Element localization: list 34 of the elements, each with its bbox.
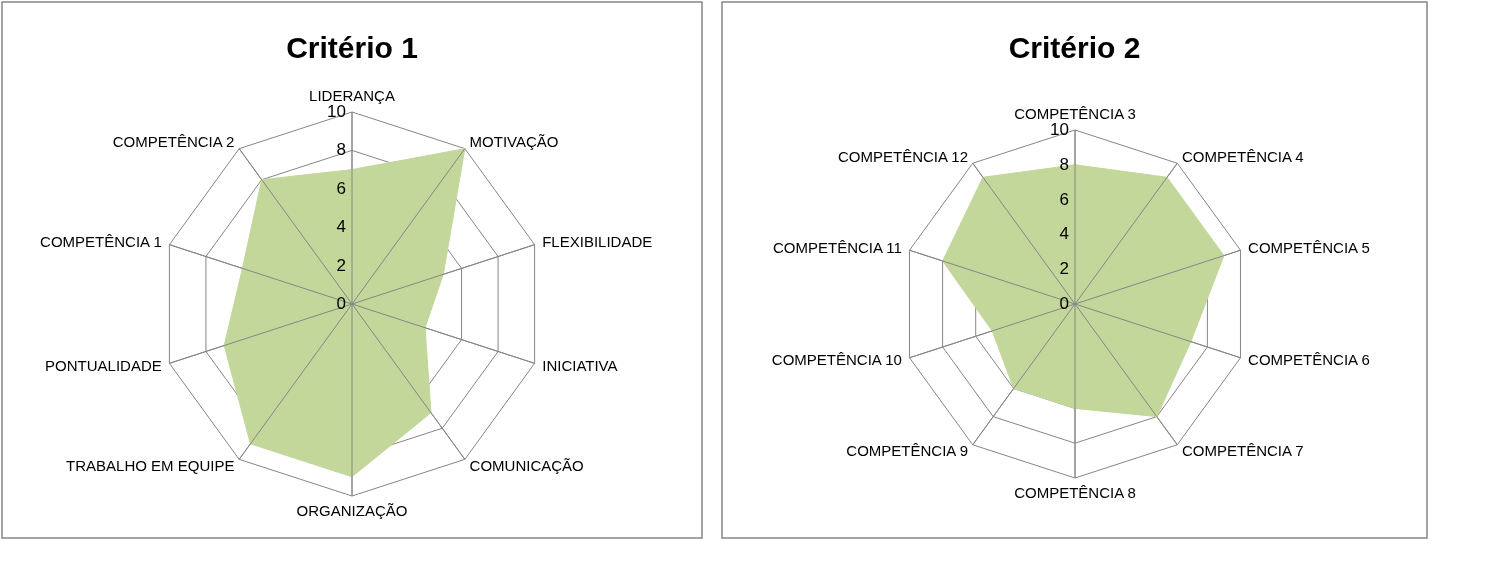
spoke-label: COMPETÊNCIA 9 [846,442,969,460]
spoke-label: MOTIVAÇÃO [469,133,559,151]
y-tick-label: 6 [1059,189,1069,209]
y-tick-label: 0 [336,294,346,313]
spoke-label: ORGANIZAÇÃO [296,502,408,519]
spoke-label: COMPETÊNCIA 1 [40,233,162,251]
y-tick-label: 10 [1050,120,1069,139]
spoke-label: COMPETÊNCIA 6 [1248,351,1370,369]
y-tick-label: 4 [336,217,346,237]
chart-title: Critério 1 [286,31,418,64]
y-tick-label: 2 [1059,259,1069,279]
spoke-label: COMPETÊNCIA 7 [1181,442,1304,460]
spoke-label: COMPETÊNCIA 3 [1014,105,1136,122]
y-tick-label: 2 [336,255,346,275]
spoke-label: COMPETÊNCIA 8 [1014,484,1136,501]
spoke-label: COMPETÊNCIA 4 [1181,147,1304,165]
chart-title: Critério 2 [1008,31,1141,64]
spoke-label: COMPETÊNCIA 10 [771,351,902,369]
y-tick-label: 8 [336,140,346,160]
y-tick-label: 6 [336,178,346,198]
spoke-label: PONTUALIDADE [45,356,162,374]
y-tick-label: 8 [1059,154,1069,174]
spoke-label: TRABALHO EM EQUIPE [66,456,235,474]
spoke-label: COMPETÊNCIA 11 [772,238,902,256]
spoke-label: COMUNICAÇÃO [469,456,584,474]
spoke-label: LIDERANÇA [309,87,395,104]
y-tick-label: 4 [1059,224,1069,244]
spoke-label: COMPETÊNCIA 5 [1248,238,1370,256]
spoke-label: COMPETÊNCIA 2 [112,133,235,151]
spoke-label: INICIATIVA [542,356,618,374]
spoke-label: COMPETÊNCIA 12 [837,147,969,165]
spoke-label: FLEXIBILIDADE [542,233,653,251]
y-tick-label: 10 [327,102,346,121]
y-tick-label: 0 [1059,294,1069,313]
